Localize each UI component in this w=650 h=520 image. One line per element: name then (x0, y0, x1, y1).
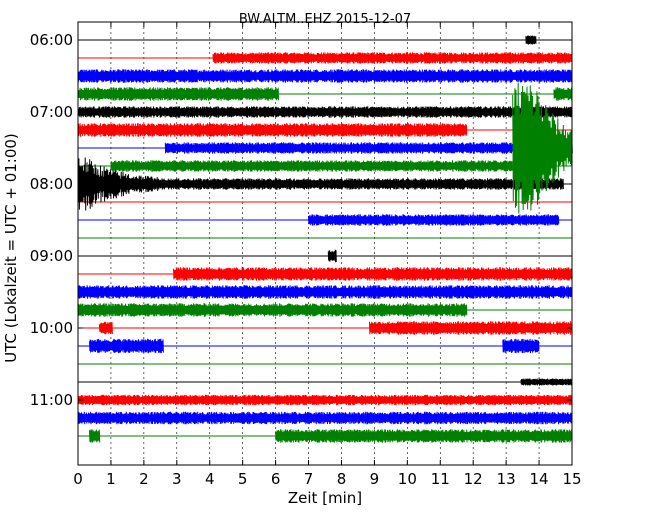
x-tick-label: 0 (73, 470, 83, 488)
trace-row (78, 214, 572, 226)
chart-title: BW.ALTM..EHZ 2015-12-07 (239, 12, 411, 27)
y-axis-label: UTC (Lokalzeit = UTC + 01:00) (2, 133, 20, 363)
trace-segment (77, 87, 279, 101)
x-tick-label: 9 (370, 470, 380, 488)
x-tick-label: 15 (562, 470, 581, 488)
trace-row (78, 338, 572, 354)
y-tick-label: 08:00 (30, 175, 73, 193)
x-tick-label: 13 (497, 470, 516, 488)
trace-segment (77, 69, 573, 83)
y-tick-label: 10:00 (30, 319, 73, 337)
trace-segment (77, 285, 573, 299)
trace-row (77, 394, 573, 406)
trace-row (77, 303, 572, 317)
trace-segment (77, 106, 573, 118)
x-tick-label: 14 (530, 470, 549, 488)
trace-segment (308, 214, 560, 226)
trace-row (78, 267, 573, 281)
trace-segment (327, 249, 337, 263)
y-tick-label: 11:00 (30, 391, 73, 409)
trace-row (78, 142, 573, 154)
trace-segment (502, 338, 540, 354)
trace-segment (173, 267, 573, 281)
axis-ticks: 0 1 2 3 4 5 6 7 8 9 10 11 12 13 14 1506:0007:0008:0009:… (30, 22, 582, 488)
x-tick-label: 10 (398, 470, 417, 488)
y-tick-label: 09:00 (30, 247, 73, 265)
trace-row (77, 87, 573, 101)
trace-segment (89, 429, 101, 443)
traces (77, 35, 573, 443)
trace-row (78, 35, 572, 45)
trace-segment (89, 338, 164, 354)
trace-row (77, 411, 573, 425)
trace-segment (164, 142, 573, 154)
trace-segment (275, 429, 573, 443)
y-tick-label: 07:00 (30, 103, 73, 121)
event-waveform (77, 157, 161, 211)
event-waveform (512, 82, 573, 214)
x-tick-label: 11 (431, 470, 450, 488)
trace-segment (110, 160, 513, 172)
trace-row (78, 160, 572, 172)
trace-segment (77, 411, 573, 425)
x-tick-label: 4 (205, 470, 215, 488)
trace-segment (212, 52, 573, 64)
trace-segment (525, 35, 537, 45)
trace-row (77, 123, 572, 137)
trace-segment (520, 378, 573, 386)
trace-segment (77, 123, 468, 137)
trace-row (77, 285, 573, 299)
trace-segment (369, 321, 573, 335)
trace-segment (553, 87, 573, 101)
local-event (77, 157, 161, 211)
trace-segment (77, 303, 468, 317)
trace-row (78, 321, 573, 335)
x-tick-label: 5 (238, 470, 248, 488)
trace-row (78, 378, 573, 386)
x-tick-label: 1 (106, 470, 116, 488)
trace-row (77, 69, 573, 83)
trace-row (78, 52, 573, 64)
x-tick-label: 7 (304, 470, 314, 488)
plot-frame (77, 21, 573, 466)
x-tick-label: 12 (464, 470, 483, 488)
x-axis-label: Zeit [min] (288, 489, 362, 507)
trace-row (78, 429, 573, 443)
trace-segment (98, 321, 113, 335)
trace-row (77, 106, 573, 118)
x-tick-label: 8 (337, 470, 347, 488)
x-tick-label: 6 (271, 470, 281, 488)
earthquake-coda (512, 82, 573, 214)
x-tick-label: 2 (139, 470, 149, 488)
y-tick-label: 06:00 (30, 31, 73, 49)
trace-row (78, 249, 572, 263)
x-tick-label: 3 (172, 470, 182, 488)
trace-segment (77, 394, 573, 406)
